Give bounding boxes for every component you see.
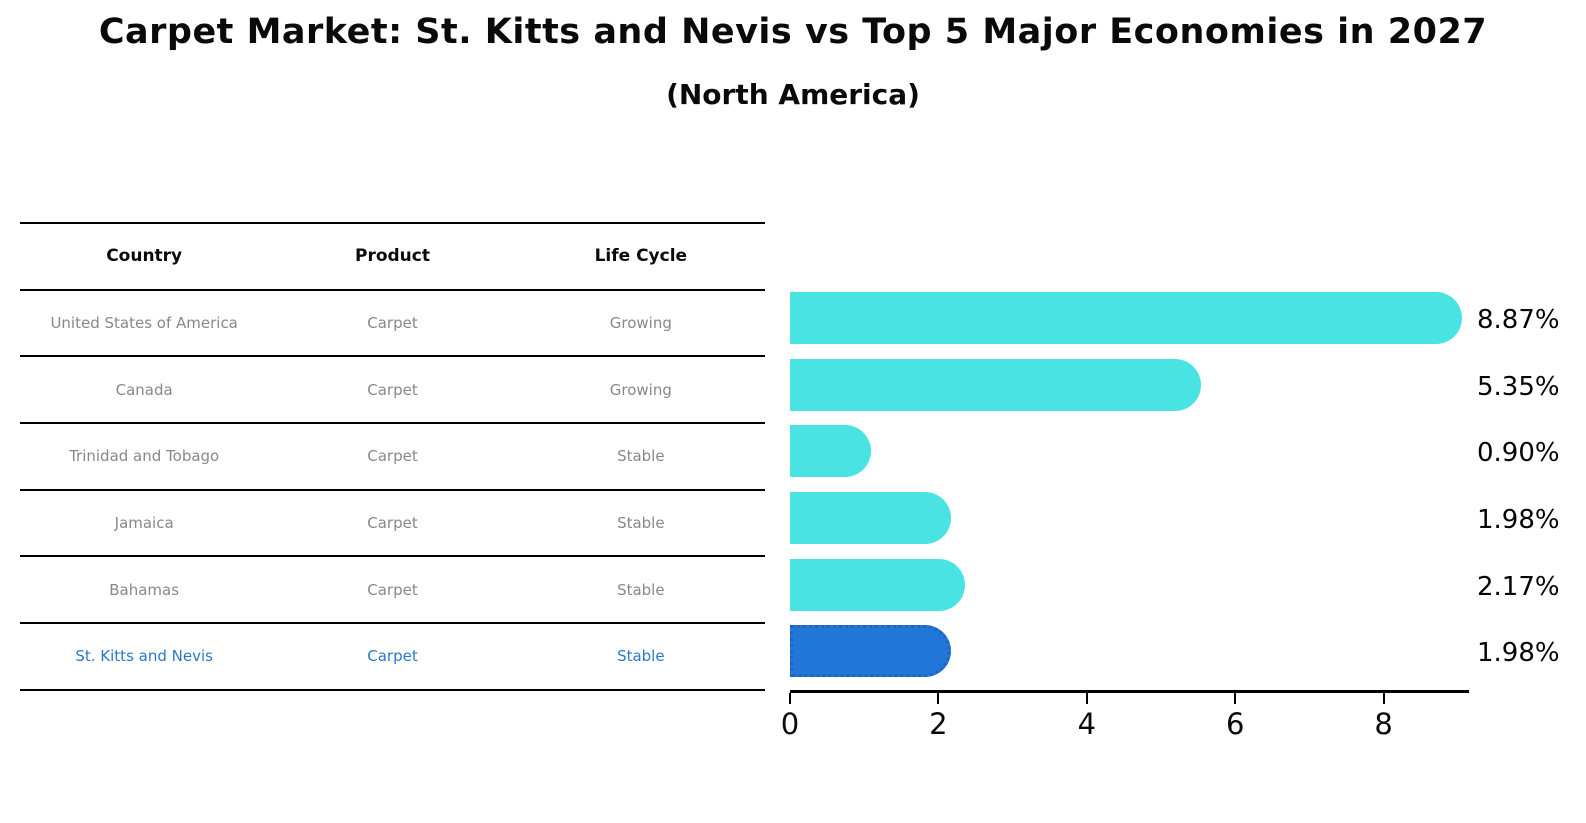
cell-product: Carpet	[367, 647, 418, 666]
tick-mark	[789, 693, 791, 704]
bar-jamaica	[790, 492, 951, 544]
tick-label: 0	[780, 707, 800, 741]
x-axis-line	[790, 690, 1469, 693]
comparison-table: Country Product Life Cycle United States…	[20, 222, 765, 691]
column-header-product: Product	[354, 246, 430, 267]
chart-title: Carpet Market: St. Kitts and Nevis vs To…	[98, 12, 1488, 52]
cell-life-cycle: Stable	[617, 580, 665, 599]
column-header-life-cycle: Life Cycle	[594, 246, 688, 267]
tick-mark	[1085, 693, 1088, 704]
cell-country: United States of America	[50, 314, 238, 333]
cell-product: Carpet	[367, 447, 418, 466]
cell-country: Bahamas	[109, 580, 180, 599]
tick-label: 4	[1077, 707, 1097, 741]
tick-label: 6	[1226, 707, 1245, 741]
cell-product: Carpet	[367, 314, 418, 333]
tick-mark	[1382, 693, 1385, 704]
bar-value-label: 2.17%	[1477, 572, 1560, 602]
cell-life-cycle: Growing	[609, 380, 672, 399]
table-row-st-kitts-highlighted: St. Kitts and Nevis Carpet Stable	[20, 624, 765, 691]
bar-value-label: 5.35%	[1477, 372, 1560, 402]
bar-trinidad-and-tobago	[790, 425, 871, 477]
table-row: Trinidad and Tobago Carpet Stable	[20, 424, 765, 491]
tick-mark	[937, 693, 940, 704]
cell-product: Carpet	[367, 514, 418, 533]
bar-canada	[790, 359, 1201, 411]
bar-value-label: 1.98%	[1477, 638, 1560, 668]
bar-bahamas	[790, 559, 966, 611]
table-row: Jamaica Carpet Stable	[20, 491, 765, 558]
cell-product: Carpet	[367, 580, 418, 599]
cell-country: Trinidad and Tobago	[69, 447, 220, 466]
bar-st-kitts-and-nevis-highlighted	[790, 625, 951, 677]
table-row: Bahamas Carpet Stable	[20, 557, 765, 625]
cell-country: Canada	[115, 380, 173, 399]
column-header-country: Country	[106, 246, 183, 267]
bar-chart: 0 2 4 6 8	[781, 222, 1469, 741]
bar-value-label: 8.87%	[1477, 305, 1560, 335]
table-row: Canada Carpet Growing	[20, 357, 765, 425]
bar-united-states-of-america	[790, 292, 1463, 344]
bar-value-label: 0.90%	[1477, 438, 1560, 468]
cell-life-cycle: Stable	[617, 647, 665, 666]
bar-value-label: 1.98%	[1477, 505, 1560, 535]
cell-life-cycle: Growing	[609, 314, 672, 333]
cell-country: Jamaica	[114, 514, 174, 533]
cell-product: Carpet	[367, 380, 418, 399]
chart-subtitle: (North America)	[666, 78, 920, 111]
tick-mark	[1234, 693, 1237, 704]
table-row: United States of America Carpet Growing	[20, 291, 765, 358]
table-header-row: Country Product Life Cycle	[20, 224, 765, 291]
cell-life-cycle: Stable	[617, 514, 665, 533]
tick-label: 8	[1374, 707, 1393, 741]
tick-label: 2	[929, 707, 948, 741]
cell-life-cycle: Stable	[617, 447, 665, 466]
cell-country: St. Kitts and Nevis	[75, 647, 213, 666]
